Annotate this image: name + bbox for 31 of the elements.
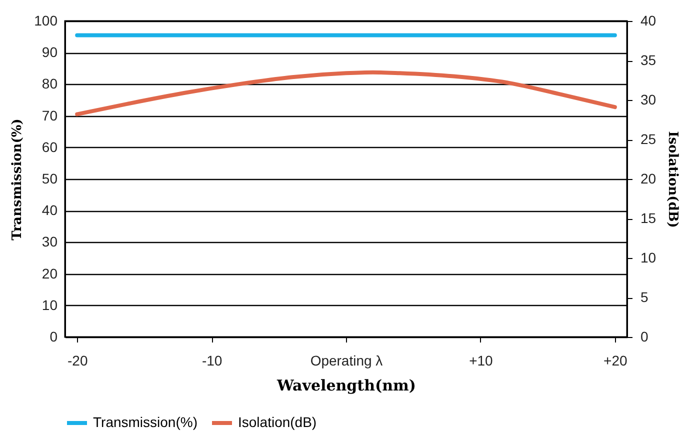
legend-label: Isolation(dB) [238, 414, 317, 430]
y-tick-label: 50 [42, 170, 58, 186]
x-tick-label: +10 [469, 352, 494, 368]
x-tick-label: Operating λ [310, 352, 383, 368]
x-tick-label: +20 [604, 352, 628, 368]
x-tick-label: -20 [67, 352, 88, 368]
y-tick-label: 0 [50, 328, 58, 344]
y-tick-label: 30 [42, 234, 58, 250]
y2-tick-label: 15 [640, 210, 656, 226]
y-tick-label: 90 [42, 44, 58, 60]
y-tick-label: 40 [42, 202, 58, 218]
y2-axis-title: Isolation(dB) [665, 131, 680, 228]
y2-tick-label: 30 [640, 92, 656, 108]
y2-tick-label: 40 [640, 12, 656, 28]
y-tick-label: 60 [42, 138, 58, 155]
y-tick-label: 10 [42, 296, 58, 313]
y-tick-label: 80 [42, 76, 58, 92]
line-series [75, 70, 617, 116]
legend-label: Transmission(%) [93, 414, 198, 430]
y2-tick-label: 25 [640, 131, 656, 147]
y2-tick-label: 20 [640, 170, 656, 186]
y-tick-label: 100 [34, 12, 58, 28]
x-axis-title: Wavelength(nm) [276, 376, 416, 394]
y2-tick-label: 0 [640, 328, 648, 344]
y2-tick-label: 5 [640, 289, 648, 305]
y-axis-title: Transmission(%) [10, 118, 26, 240]
x-tick-label: -10 [202, 352, 222, 368]
y2-tick-label: 10 [640, 250, 656, 266]
y-tick-label: 20 [42, 265, 58, 282]
y-tick-label: 70 [42, 107, 58, 124]
y2-tick-label: 35 [640, 52, 656, 68]
